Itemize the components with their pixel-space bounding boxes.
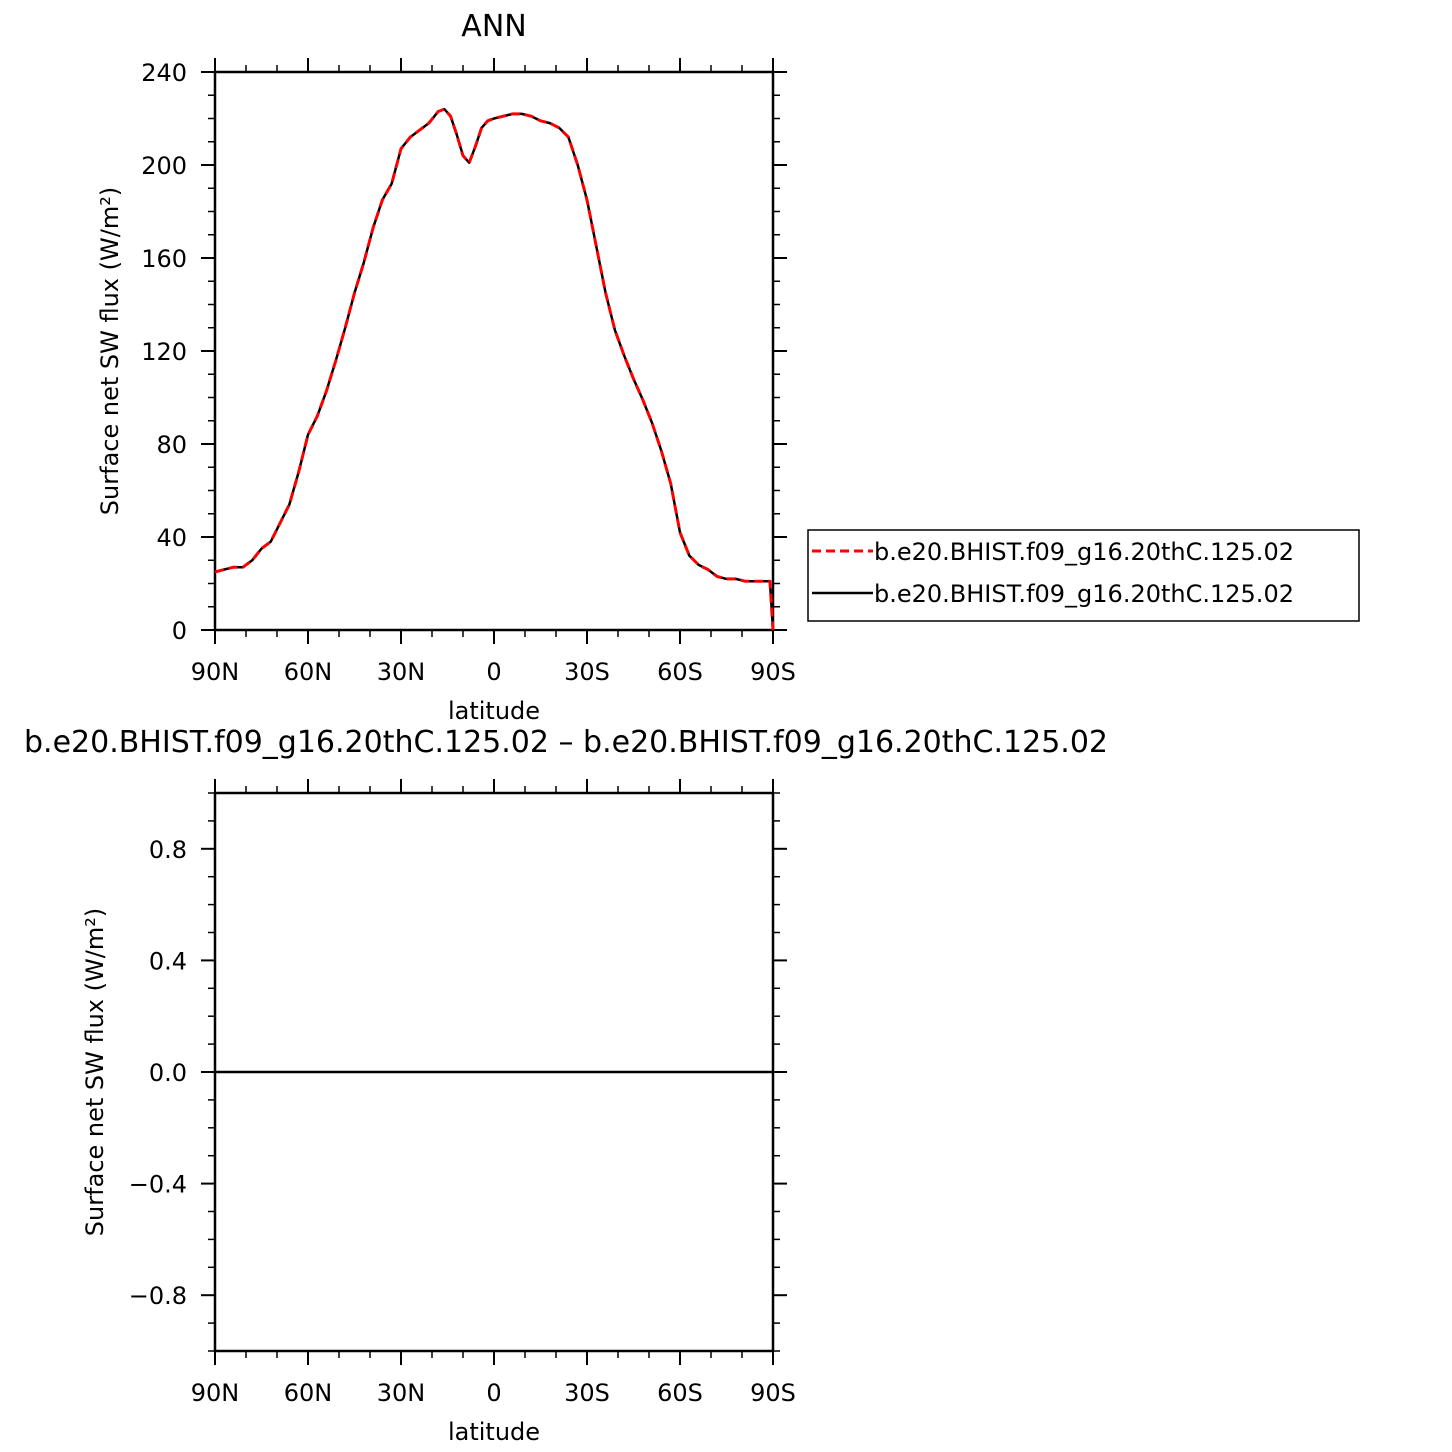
y-tick-label: 40	[156, 524, 187, 552]
x-tick-label: 60S	[657, 658, 703, 686]
legend: b.e20.BHIST.f09_g16.20thC.125.02 b.e20.BH…	[807, 529, 1360, 622]
x-tick-label: 0	[486, 658, 501, 686]
x-tick-label: 90S	[750, 658, 796, 686]
plot-frame	[213, 70, 775, 632]
x-tick-label: 0	[486, 1379, 501, 1407]
x-tick-label: 90N	[191, 1379, 240, 1407]
y-tick-label: 200	[141, 152, 187, 180]
x-tick-label: 60N	[284, 1379, 333, 1407]
legend-label: b.e20.BHIST.f09_g16.20thC.125.02	[874, 580, 1294, 608]
x-tick-label: 30N	[377, 1379, 426, 1407]
x-axis-title: latitude	[448, 1418, 540, 1446]
x-tick-label: 30S	[564, 1379, 610, 1407]
legend-label: b.e20.BHIST.f09_g16.20thC.125.02	[874, 538, 1294, 566]
x-tick-label: 30N	[377, 658, 426, 686]
series-line-0	[214, 107, 775, 631]
y-tick-label: 0.0	[149, 1059, 187, 1087]
y-tick-label: 240	[141, 59, 187, 87]
top-panel-annual-flux: ANN 90N 60N 30N 0 30S 60S 90S 0 40 80 120 160 200 240 l…	[96, 9, 796, 725]
y-axis-title: Surface net SW flux (W/m²)	[81, 908, 109, 1236]
x-tick-label: 30S	[564, 658, 610, 686]
y-tick-label: −0.8	[129, 1282, 187, 1310]
y-tick-label: 120	[141, 338, 187, 366]
x-tick-label: 60S	[657, 1379, 703, 1407]
x-axis-title: latitude	[448, 697, 540, 725]
bottom-panel-difference: b.e20.BHIST.f09_g16.20thC.125.02 – b.e20…	[24, 725, 1108, 1446]
y-axis-title: Surface net SW flux (W/m²)	[96, 187, 124, 515]
y-tick-label: 80	[156, 431, 187, 459]
x-tick-label: 90S	[750, 1379, 796, 1407]
y-tick-label: −0.4	[129, 1171, 187, 1199]
y-tick-label: 0.4	[149, 947, 187, 975]
y-tick-label: 160	[141, 245, 187, 273]
plot-title: ANN	[461, 9, 526, 44]
legend-box	[807, 529, 1360, 622]
x-tick-label: 90N	[191, 658, 240, 686]
plot-title: b.e20.BHIST.f09_g16.20thC.125.02 – b.e20…	[24, 725, 1108, 760]
x-tick-label: 60N	[284, 658, 333, 686]
y-tick-label: 0	[172, 617, 187, 645]
y-tick-label: 0.8	[149, 836, 187, 864]
